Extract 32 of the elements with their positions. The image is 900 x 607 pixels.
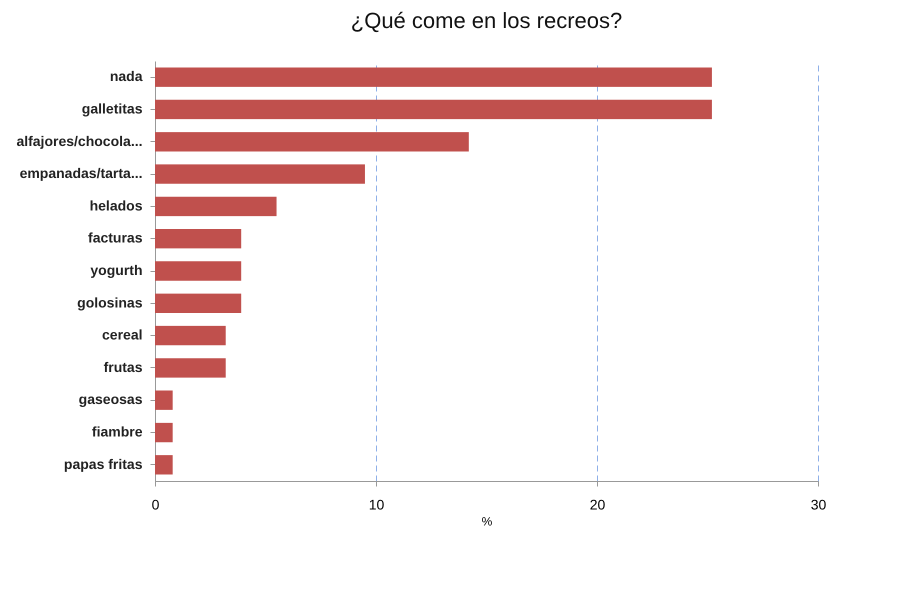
bar (155, 196, 277, 216)
bar (155, 100, 712, 120)
x-axis-title: % (482, 514, 493, 528)
x-tick-label: 0 (152, 496, 160, 512)
chart-title: ¿Qué come en los recreos? (350, 8, 622, 33)
y-tick-label: fiambre (92, 424, 143, 440)
y-tick-label: yogurth (90, 262, 142, 278)
y-tick-label: nada (110, 68, 143, 84)
bar (155, 390, 173, 410)
y-tick-label: golosinas (77, 294, 143, 310)
y-tick-label: galletitas (82, 100, 143, 116)
y-tick-label: frutas (104, 358, 143, 375)
bar (155, 455, 173, 475)
y-tick-label: facturas (88, 230, 143, 246)
y-tick-label: alfajores/chocola... (16, 132, 142, 149)
x-tick-label: 20 (590, 496, 606, 512)
bar (155, 294, 242, 313)
y-tick-label: helados (90, 197, 143, 214)
bar (155, 132, 469, 152)
x-tick-label: 30 (810, 496, 826, 512)
y-tick-label: papas fritas (64, 456, 143, 472)
y-tick-label: cereal (102, 326, 142, 343)
x-tick-label: 10 (368, 496, 384, 512)
bar (155, 164, 365, 184)
bar (155, 229, 242, 248)
y-tick-label: gaseosas (78, 391, 143, 408)
bar (155, 326, 226, 346)
y-tick-label: empanadas/tarta... (20, 165, 142, 182)
bar (155, 422, 173, 442)
bar (155, 261, 242, 281)
bar (155, 358, 226, 378)
bar (155, 67, 712, 87)
